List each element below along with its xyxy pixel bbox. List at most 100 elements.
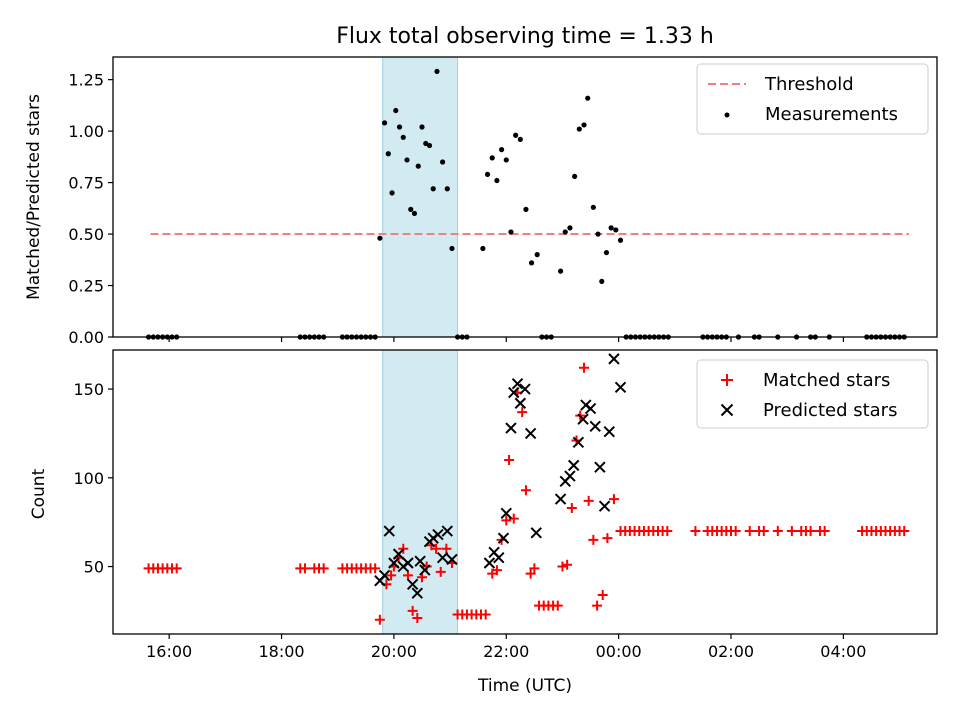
measurements-point <box>389 190 395 196</box>
measurements-point <box>400 134 406 140</box>
matched-stars-point <box>529 563 540 574</box>
top-shaded-interval <box>382 56 459 338</box>
matched-stars-point <box>374 614 385 625</box>
predicted-stars-point <box>378 569 391 582</box>
matched-stars-point <box>412 613 423 624</box>
threshold-legend-label: Threshold <box>764 74 854 95</box>
measurements-legend-label: Measurements <box>765 104 898 125</box>
top-legend: Threshold Measurements <box>696 63 929 135</box>
predicted-stars-point <box>584 402 597 415</box>
measurements-point <box>581 122 587 128</box>
matched-stars-point <box>819 526 830 537</box>
measurements-point <box>534 252 540 258</box>
predicted-stars-point <box>511 378 524 390</box>
matched-stars-point <box>370 563 381 574</box>
matched-stars-point <box>744 526 755 537</box>
predicted-stars-point <box>564 470 576 482</box>
bottom-legend: Matched stars Predicted stars <box>696 359 929 429</box>
x-tick-label: 02:00 <box>708 642 754 661</box>
measurements-point <box>393 107 399 114</box>
matched-stars-point <box>171 563 182 574</box>
predicted-stars-point <box>603 425 615 438</box>
matched-stars-point <box>758 526 769 537</box>
matched-stars-point <box>566 502 577 513</box>
bottom-y-axis-label: Count <box>29 468 49 519</box>
predicted-stars-point <box>406 578 419 591</box>
bottom-y-tick-label: 150 <box>73 380 104 399</box>
predicted-stars-point <box>577 413 589 425</box>
bottom-shaded-interval <box>382 349 459 635</box>
measurements-point <box>513 132 519 138</box>
predicted-legend-marker <box>720 403 734 417</box>
measurements-legend-marker <box>724 112 730 118</box>
predicted-stars-point <box>432 528 444 541</box>
measurements-point <box>498 147 505 153</box>
top-y-tick-label: 0.25 <box>68 277 104 296</box>
measurements-point <box>585 95 591 101</box>
predicted-stars-point <box>530 527 542 539</box>
bottom-legend-box <box>696 359 929 429</box>
matched-stars-point <box>690 526 701 537</box>
x-tick-label: 16:00 <box>146 642 192 661</box>
measurements-point <box>426 142 433 149</box>
top-y-axis-label: Matched/Predicted stars <box>24 94 44 300</box>
matched-stars-point <box>398 543 409 554</box>
measurements-point <box>523 206 529 212</box>
measurements-point <box>595 231 601 237</box>
predicted-stars-point <box>483 557 496 569</box>
measurements-point <box>557 268 564 274</box>
measurements-point <box>590 204 596 210</box>
predicted-stars-point <box>497 532 510 544</box>
matched-stars-point <box>491 565 502 576</box>
matched-stars-point <box>772 526 783 537</box>
predicted-stars-point <box>411 587 424 599</box>
matched-stars-point <box>480 609 491 620</box>
bottom-y-tick-label: 50 <box>84 558 104 577</box>
measurements-point <box>562 229 568 235</box>
matched-stars-point <box>562 559 573 570</box>
matched-stars-point <box>402 570 413 581</box>
matched-stars-point <box>517 407 528 418</box>
x-axis-label: Time (UTC) <box>477 676 572 696</box>
matched-stars-point <box>501 515 512 526</box>
top-y-tick-label: 0.75 <box>68 174 104 193</box>
measurements-point <box>503 157 509 163</box>
x-tick-label: 00:00 <box>596 642 642 661</box>
matched-stars-point <box>786 526 797 537</box>
measurements-point <box>489 155 495 161</box>
measurements-point <box>385 151 391 157</box>
measurements-point <box>567 225 573 231</box>
matched-legend-label: Matched stars <box>763 370 890 391</box>
chart-title: Flux total observing time = 1.33 h <box>336 24 714 49</box>
predicted-stars-point <box>414 555 426 567</box>
matched-stars-point <box>578 362 589 373</box>
x-tick-label: 20:00 <box>371 642 417 661</box>
predicted-stars-point <box>567 459 580 472</box>
matched-stars-point <box>318 563 329 574</box>
predicted-stars-point <box>519 383 531 395</box>
measurements-point <box>576 126 582 132</box>
measurements-point <box>508 229 514 235</box>
measurements-point <box>396 124 403 130</box>
matched-stars-point <box>899 526 910 537</box>
predicted-stars-point <box>441 525 453 537</box>
measurements-point <box>381 120 388 126</box>
predicted-stars-point <box>402 557 414 569</box>
matched-stars-point <box>592 600 603 611</box>
predicted-stars-point <box>419 564 431 576</box>
predicted-stars-point <box>505 422 517 434</box>
measurements-point <box>599 278 605 285</box>
measurements-point <box>603 249 610 256</box>
measurements-point <box>484 171 491 177</box>
measurements-point <box>613 227 619 233</box>
top-y-tick-label: 1.00 <box>68 122 104 141</box>
matched-stars-point <box>730 526 741 537</box>
measurements-point <box>494 177 500 184</box>
predicted-stars-point <box>524 427 537 440</box>
measurements-point <box>404 157 410 163</box>
predicted-stars-point <box>614 381 627 393</box>
matched-stars-point <box>421 561 432 572</box>
measurements-point <box>408 206 414 212</box>
top-y-tick-label: 0.50 <box>68 225 104 244</box>
